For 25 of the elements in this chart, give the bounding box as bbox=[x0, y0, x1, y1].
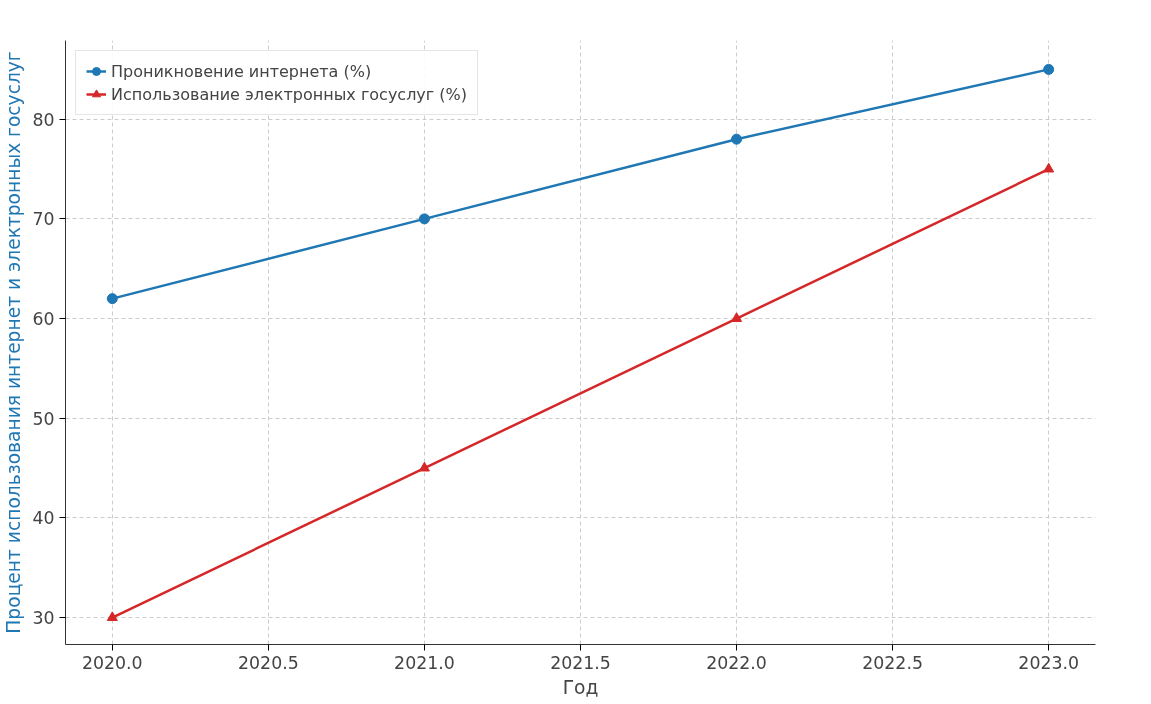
x-tick-label: 2020.0 bbox=[82, 652, 143, 673]
y-tick-label: 30 bbox=[32, 608, 55, 629]
legend-label: Использование электронных госуслуг (%) bbox=[111, 84, 468, 104]
point bbox=[106, 611, 118, 621]
point bbox=[418, 213, 430, 225]
y-tick-label: 80 bbox=[32, 109, 55, 130]
x-tick-label: 2021.0 bbox=[394, 652, 455, 673]
x-tick-label: 2023.0 bbox=[1018, 652, 1080, 673]
x-tick-label: 2020.5 bbox=[238, 652, 299, 673]
y-tick-label: 60 bbox=[32, 309, 55, 330]
y-tick-label: 40 bbox=[32, 508, 55, 529]
x-tick-label: 2021.5 bbox=[550, 652, 611, 673]
x-axis-title: Год bbox=[562, 676, 599, 698]
legend-label: Проникновение интернета (%) bbox=[111, 61, 372, 81]
y-tick-label: 70 bbox=[32, 209, 55, 230]
point bbox=[106, 293, 118, 305]
x-tick-label: 2022.0 bbox=[706, 652, 767, 673]
point bbox=[1043, 162, 1055, 173]
point bbox=[1043, 63, 1055, 75]
y-tick-label: 50 bbox=[32, 408, 55, 429]
point bbox=[731, 312, 743, 322]
x-tick-label: 2022.5 bbox=[862, 652, 923, 673]
point bbox=[418, 461, 430, 472]
y-axis-title: Процент использования интернет и электронных госуслуг bbox=[3, 51, 25, 634]
point bbox=[731, 133, 743, 145]
